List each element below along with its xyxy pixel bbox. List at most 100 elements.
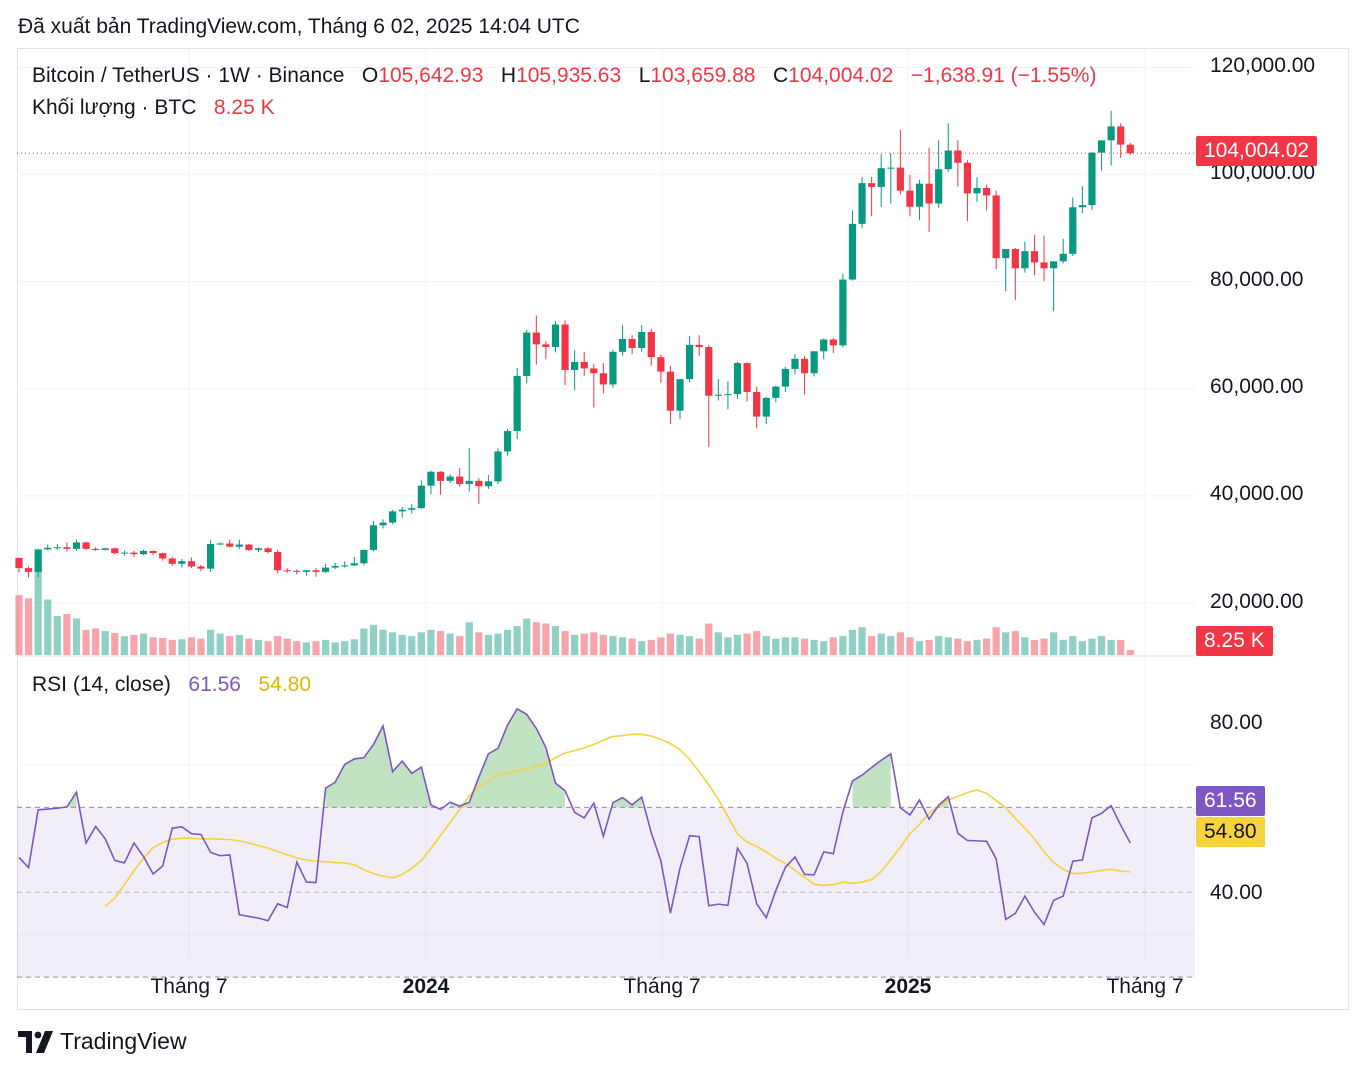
candle-body [1069,207,1077,254]
volume-bar [456,636,464,655]
volume-bar [791,637,799,655]
candle-body [896,167,904,191]
candle-body [743,363,751,392]
candle-body [1088,152,1096,206]
volume-bar [686,636,694,655]
volume-label[interactable]: Khối lượng · BTC [32,96,197,119]
volume-bar [1107,639,1115,655]
candle-body [839,279,847,346]
candle-body [226,543,234,547]
candle-body [321,567,330,572]
volume-bar [398,634,406,655]
candle-body [436,471,445,481]
volume-bar [906,637,914,655]
volume-bar [657,637,665,655]
candle-body [111,548,119,554]
candle-body [92,548,100,550]
candle-body [858,183,866,224]
volume-bar [72,618,81,655]
volume-bar [178,639,186,655]
volume-bar [254,639,263,655]
candle-body [235,544,243,547]
candle-body [1078,205,1086,208]
volume-bar [820,641,828,655]
volume-bar [1040,638,1048,655]
volume-bar [733,634,742,655]
candle-body [982,187,991,196]
candle-body [810,351,818,374]
candle-body [44,547,52,550]
candle-body [513,375,521,432]
candle-body [868,183,876,187]
candle-body [523,332,531,376]
volume-bar [714,632,722,655]
candle-body [848,223,857,280]
rsi-ma-line [104,733,1131,907]
candle-body [647,332,655,358]
candle-body [34,549,42,572]
symbol-label[interactable]: Bitcoin / TetherUS · 1W · Binance [32,64,345,87]
rsi-label[interactable]: RSI (14, close) [32,673,171,696]
footer-brand[interactable]: TradingView [60,1028,187,1054]
volume-bar [427,629,435,655]
chart-grid [17,49,1195,958]
candle-body [628,338,636,349]
volume-bar [1117,639,1125,655]
candle-body [168,558,176,564]
volume-bar [1011,631,1019,655]
candle-body [456,476,464,485]
volume-bar [63,614,71,655]
candle-body [1107,126,1115,141]
candle-body [695,344,703,347]
candle-body [877,168,885,187]
candle-body [245,544,253,550]
candle-body [197,566,205,569]
volume-bar [705,623,713,655]
volume-bar [695,638,703,655]
volume-bar [829,637,837,655]
volume-bar [274,636,282,655]
volume-bar [571,634,579,655]
candle-body [714,394,722,396]
rsi-overbought-fill [450,708,566,808]
candle-body [312,570,320,572]
volume-bar [417,632,425,655]
volume-bar [53,615,61,655]
volume-bar [1030,639,1039,655]
candle-body [187,561,196,567]
volume-bar [638,641,646,655]
rsi-overbought-fill [612,797,642,808]
candle-body [686,344,694,380]
volume-bar [465,622,473,655]
candle-body [63,547,71,549]
candle-body [417,485,425,509]
price-tick-100000: 100,000.00 [1210,161,1316,184]
volume-bar [44,599,52,655]
volume-bar [1021,637,1029,655]
candle-body [762,397,770,417]
volume-bar [1069,636,1077,655]
candle-body [360,549,368,564]
candle-body [580,361,588,369]
volume-bar [599,634,607,655]
candle-body [781,368,789,387]
candle-body [705,346,713,396]
candle-body [1050,261,1058,269]
volume-bar [762,636,770,655]
volume-bar [341,641,349,655]
candle-body [542,344,550,347]
price-tick-20000: 20,000.00 [1210,590,1304,613]
candle-body [963,162,972,194]
candle-body [820,339,828,352]
volume-bar [264,641,272,655]
volume-bar [944,637,952,655]
candle-body [494,451,502,482]
volume-bar [724,637,732,655]
close-label: C [773,64,789,87]
volume-bar [973,639,981,655]
volume-bar [896,632,904,655]
candle-body [350,563,358,566]
candle-body [264,548,272,553]
low-value: 103,659.88 [650,64,756,87]
